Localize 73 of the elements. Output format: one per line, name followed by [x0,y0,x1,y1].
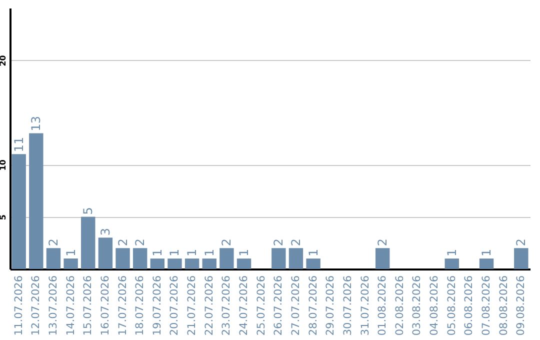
bar [168,258,182,269]
bar [29,133,44,269]
data-label: 1 [480,248,494,257]
x-tick-label: 25.07.2026 [255,275,268,336]
data-label: 1 [306,248,320,257]
bar [46,248,61,269]
bar [64,258,78,269]
x-tick-label: 02.08.2026 [394,275,406,336]
x-tick-label: 19.07.2026 [151,275,164,336]
data-label: 5 [81,207,96,215]
bar [184,258,200,269]
data-label: 13 [29,116,44,132]
bar [479,258,494,269]
bar [98,238,113,269]
x-tick-label: 15.07.2026 [82,275,94,336]
x-tick-label: 04.08.2026 [428,275,441,336]
x-tick-label: 14.07.2026 [64,275,77,336]
data-label: 1 [150,248,164,257]
x-tick-label: 07.08.2026 [480,275,493,336]
data-label: 1 [185,248,200,257]
bar [220,248,234,269]
bar [444,258,459,269]
data-label: 2 [220,238,234,246]
x-tick-label: 08.08.2026 [498,275,510,336]
bar [116,248,130,269]
x-tick-label: 23.07.2026 [220,275,233,336]
data-label: 2 [116,238,130,246]
data-label: 11 [12,136,26,152]
x-tick-label: 29.07.2026 [324,275,337,336]
x-tick-label: 13.07.2026 [47,275,60,336]
y-tick-label: 5 [0,214,8,220]
x-tick-label: 03.08.2026 [411,275,424,336]
x-tick-label: 24.07.2026 [238,275,250,336]
data-label: 1 [202,248,216,257]
bar [514,248,528,269]
data-label: 1 [237,248,252,257]
bar [202,258,216,269]
x-tick-label: 05.08.2026 [446,275,458,336]
data-label: 2 [288,238,303,246]
data-label: 2 [376,238,390,246]
x-tick-label: 27.07.2026 [290,275,302,336]
x-tick-label: 22.07.2026 [203,275,216,336]
x-tick-label: 06.08.2026 [463,275,476,336]
data-label: 2 [133,238,148,246]
bar [288,248,304,269]
x-tick-label: 31.07.2026 [359,275,372,336]
data-label: 2 [272,238,286,246]
x-tick-label: 20.07.2026 [168,275,181,336]
data-label: 1 [64,248,78,257]
x-tick-label: 28.07.2026 [307,275,320,336]
x-tick-label: 01.08.2026 [376,275,389,336]
bar [306,258,320,269]
data-label: 2 [514,238,528,246]
x-tick-label: 12.07.2026 [30,275,42,336]
data-label: 1 [444,248,459,257]
bar [272,248,286,269]
bar [132,248,148,269]
data-label: 3 [98,228,112,236]
x-tick-label: 21.07.2026 [186,275,198,336]
bar [81,216,96,269]
x-tick-label: 30.07.2026 [342,275,354,336]
bar [150,258,165,269]
x-tick-label: 16.07.2026 [99,275,112,336]
bar [236,258,252,269]
x-tick-label: 11.07.2026 [12,275,25,336]
bar [12,154,26,269]
x-tick-label: 09.08.2026 [515,275,528,336]
x-tick-label: 18.07.2026 [134,275,146,336]
x-tick-label: 26.07.2026 [272,275,285,336]
data-label: 1 [168,248,182,257]
x-tick-label: 17.07.2026 [116,275,129,336]
bar [375,248,390,269]
data-label: 2 [46,238,60,246]
